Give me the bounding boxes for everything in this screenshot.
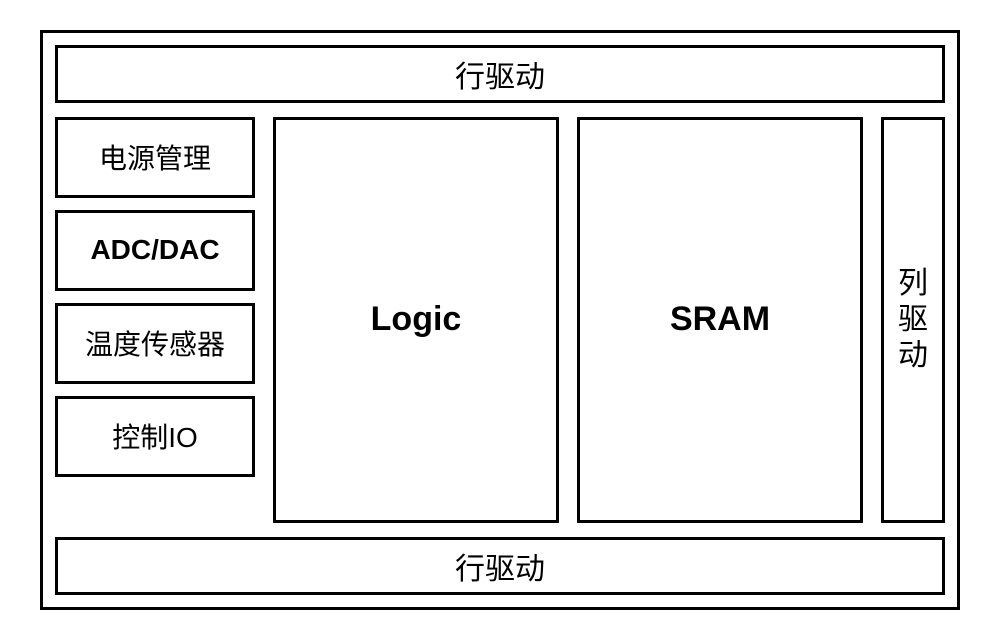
adc-dac-block: ADC/DAC: [55, 210, 255, 291]
column-driver-char-2: 驱: [898, 302, 928, 338]
chip-outer-box: 行驱动 电源管理 ADC/DAC 温度传感器 控制IO Logic SRAM 列…: [40, 30, 960, 610]
column-driver-char-1: 列: [898, 266, 928, 302]
control-io-block: 控制IO: [55, 396, 255, 477]
column-driver-label: 列 驱 动: [898, 266, 928, 374]
left-column-spacer: [55, 489, 255, 523]
sram-block: SRAM: [577, 117, 863, 523]
middle-row: 电源管理 ADC/DAC 温度传感器 控制IO Logic SRAM 列 驱 动: [55, 117, 945, 523]
temperature-sensor-block: 温度传感器: [55, 303, 255, 384]
column-driver-block: 列 驱 动: [881, 117, 945, 523]
diagram-container: 行驱动 电源管理 ADC/DAC 温度传感器 控制IO Logic SRAM 列…: [0, 0, 1000, 639]
column-driver-char-3: 动: [898, 338, 928, 374]
left-module-column: 电源管理 ADC/DAC 温度传感器 控制IO: [55, 117, 255, 523]
row-driver-top: 行驱动: [55, 45, 945, 103]
logic-block: Logic: [273, 117, 559, 523]
row-driver-bottom: 行驱动: [55, 537, 945, 595]
power-management-block: 电源管理: [55, 117, 255, 198]
